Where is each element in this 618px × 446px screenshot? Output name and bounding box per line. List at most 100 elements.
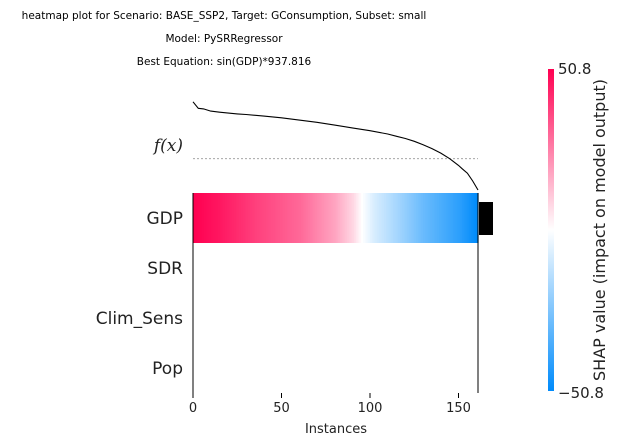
heatmap-cell — [380, 193, 384, 243]
heatmap-cell — [424, 193, 428, 243]
heatmap-cell — [272, 193, 276, 243]
heatmap-cell — [354, 193, 357, 243]
heatmap-cell — [210, 193, 214, 243]
heatmap-cell — [205, 193, 208, 243]
heatmap-cell — [419, 193, 422, 243]
heatmap-cell — [440, 193, 444, 243]
chart-title: heatmap plot for Scenario: BASE_SSP2, Ta… — [22, 10, 427, 68]
heatmap-cell — [426, 193, 430, 243]
feature-label-gdp: GDP — [146, 209, 183, 229]
heatmap-cell — [230, 193, 233, 243]
heatmap-cell — [396, 193, 399, 243]
heatmap-cell — [347, 193, 350, 243]
heatmap-cell — [295, 193, 299, 243]
heatmap-cell — [394, 193, 398, 243]
heatmap-cell — [247, 193, 251, 243]
heatmap-cell — [421, 193, 424, 243]
heatmap-cell — [217, 193, 221, 243]
heatmap-cell — [439, 193, 442, 243]
feature-label-sdr: SDR — [147, 259, 183, 279]
heatmap-cell — [357, 193, 360, 243]
heatmap-cell — [224, 193, 228, 243]
x-axis-ticks: 0 50 100 150 — [189, 393, 471, 416]
heatmap-cell — [306, 193, 309, 243]
heatmap-cell — [446, 193, 449, 243]
heatmap-cell — [254, 193, 258, 243]
heatmap-cell — [208, 193, 212, 243]
heatmap-cell — [216, 193, 219, 243]
heatmap-cell — [269, 193, 272, 243]
heatmap-cell — [476, 193, 479, 243]
heatmap-cell — [362, 193, 366, 243]
heatmap-cell — [249, 193, 253, 243]
heatmap-cells — [193, 193, 479, 243]
heatmap-cell — [212, 193, 215, 243]
heatmap-cell — [251, 193, 254, 243]
heatmap-cell — [323, 193, 327, 243]
heatmap-cell — [308, 193, 311, 243]
heatmap-cell — [389, 193, 392, 243]
heatmap-cell — [385, 193, 389, 243]
heatmap-cell — [384, 193, 387, 243]
heatmap-cell — [329, 193, 332, 243]
colorbar-min-label: −50.8 — [558, 384, 604, 402]
heatmap-cell — [373, 193, 376, 243]
heatmap-cell — [462, 193, 465, 243]
heatmap-cell — [214, 193, 217, 243]
heatmap-cell — [256, 193, 260, 243]
heatmap-cell — [304, 193, 307, 243]
heatmap-cell — [235, 193, 238, 243]
heatmap-cell — [431, 193, 435, 243]
heatmap-cell — [198, 193, 201, 243]
x-axis-label: Instances — [305, 422, 367, 437]
heatmap-cell — [233, 193, 237, 243]
heatmap-cell — [343, 193, 346, 243]
heatmap-cell — [244, 193, 247, 243]
feature-label-clim-sens: Clim_Sens — [96, 309, 183, 329]
heatmap-cell — [410, 193, 414, 243]
heatmap-cell — [228, 193, 231, 243]
heatmap-cell — [458, 193, 461, 243]
heatmap-cell — [201, 193, 205, 243]
heatmap-cell — [302, 193, 306, 243]
heatmap-cell — [203, 193, 206, 243]
heatmap-cell — [414, 193, 417, 243]
heatmap-cell — [453, 193, 456, 243]
heatmap-cell — [315, 193, 318, 243]
heatmap-cell — [281, 193, 284, 243]
heatmap-cell — [339, 193, 343, 243]
heatmap-cell — [470, 193, 474, 243]
fx-label: f(x) — [152, 136, 183, 156]
heatmap-cell — [286, 193, 290, 243]
heatmap-cell — [200, 193, 203, 243]
heatmap-cell — [412, 193, 415, 243]
heatmap-cell — [193, 193, 196, 243]
heatmap-cell — [447, 193, 451, 243]
heatmap-cell — [242, 193, 245, 243]
heatmap-cell — [449, 193, 453, 243]
heatmap-cell — [469, 193, 472, 243]
heatmap-cell — [276, 193, 279, 243]
heatmap-cell — [437, 193, 440, 243]
heatmap-cell — [454, 193, 458, 243]
x-tick-label: 150 — [446, 401, 471, 416]
heatmap-cell — [387, 193, 391, 243]
heatmap-cell — [327, 193, 330, 243]
heatmap-cell — [368, 193, 371, 243]
colorbar-max-label: 50.8 — [558, 60, 591, 78]
heatmap-cell — [223, 193, 226, 243]
heatmap-cell — [408, 193, 412, 243]
heatmap-cell — [451, 193, 454, 243]
heatmap-cell — [221, 193, 224, 243]
heatmap-cell — [393, 193, 396, 243]
heatmap-cell — [237, 193, 240, 243]
heatmap-cell — [253, 193, 256, 243]
heatmap-cell — [207, 193, 210, 243]
gdp-mean-abs-bar — [479, 202, 493, 235]
heatmap-cell — [297, 193, 300, 243]
heatmap-cell — [246, 193, 249, 243]
heatmap-cell — [430, 193, 433, 243]
heatmap-cell — [361, 193, 364, 243]
heatmap-cell — [331, 193, 334, 243]
